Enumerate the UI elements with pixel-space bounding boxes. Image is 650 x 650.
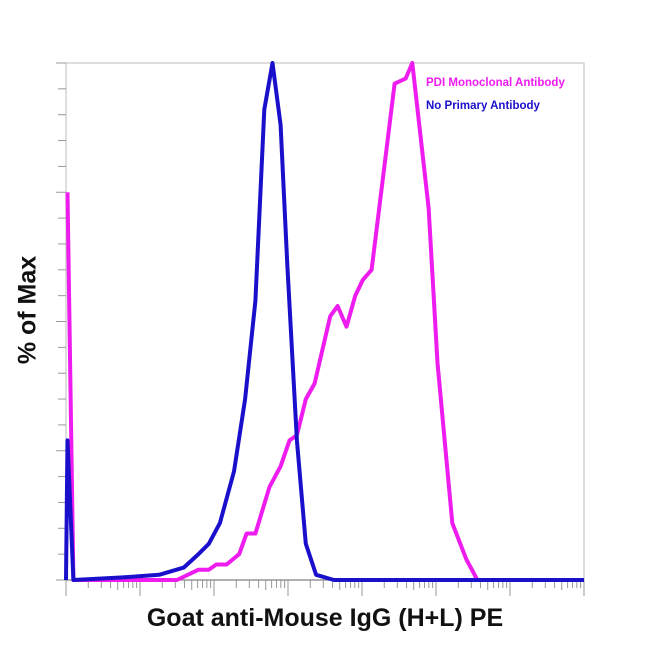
legend-entry-pdi: PDI Monoclonal Antibody [426,77,565,89]
series-line-pdi [65,61,584,582]
series-line-no-primary [64,61,584,582]
legend-entry-no-primary: No Primary Antibody [426,100,540,112]
plot-frame [65,62,585,581]
y-axis-label: % of Max [13,255,42,365]
x-axis-label: Goat anti-Mouse IgG (H+L) PE [146,604,504,632]
legend: PDI Monoclonal Antibody No Primary Antib… [426,72,565,118]
